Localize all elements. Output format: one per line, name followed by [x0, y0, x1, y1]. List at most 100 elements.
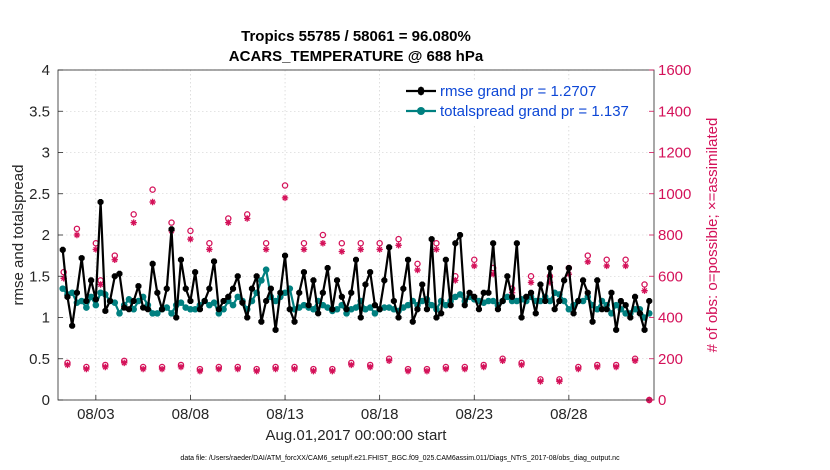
obs-possible-point	[603, 256, 610, 263]
totalspread-point	[83, 304, 90, 311]
rmse-point	[343, 306, 350, 313]
obs-assimilated-point	[338, 248, 346, 255]
obs-assimilated-point	[73, 231, 81, 239]
totalspread-point	[177, 299, 185, 306]
rmse-point	[551, 306, 558, 313]
totalspread-point	[262, 266, 270, 273]
rmse-point	[215, 306, 222, 313]
y2-tick-label: 1600	[658, 62, 691, 79]
y-tick-label: 2	[42, 227, 50, 244]
rmse-point	[428, 236, 435, 243]
rmse-point	[239, 299, 246, 306]
x-tick-label: 08/28	[550, 406, 588, 423]
totalspread-point	[546, 297, 554, 305]
obs-possible-point	[338, 239, 346, 247]
obs-assimilated-point	[489, 270, 497, 278]
rmse-point	[121, 304, 128, 311]
totalspread-point	[333, 305, 341, 313]
rmse-point	[405, 256, 412, 263]
rmse-point	[277, 289, 284, 296]
rmse-point	[135, 283, 142, 290]
totalspread-point	[404, 301, 412, 309]
totalspread-point	[612, 301, 620, 309]
rmse-point	[182, 285, 189, 292]
obs-assimilated-point	[423, 367, 431, 375]
obs-possible-point	[527, 272, 535, 280]
rmse-point	[220, 298, 227, 304]
obs-possible-point	[319, 231, 327, 239]
totalspread-point	[272, 297, 279, 305]
obs-possible-point	[187, 227, 194, 235]
rmse-point	[475, 306, 482, 313]
rmse-point	[234, 273, 241, 280]
rmse-point	[97, 199, 104, 205]
obs-possible-point	[281, 182, 289, 189]
totalspread-point	[234, 293, 242, 301]
totalspread-point	[258, 277, 265, 284]
rmse-point	[381, 277, 388, 284]
obs-assimilated-point	[641, 287, 648, 294]
totalspread-point	[366, 304, 374, 311]
totalspread-point	[442, 301, 450, 309]
rmse-point	[305, 302, 312, 309]
x-tick-label: 08/03	[77, 406, 115, 423]
rmse-point	[92, 296, 99, 303]
obs-assimilated-point	[130, 219, 137, 226]
rmse-point	[570, 310, 577, 317]
totalspread-point	[78, 297, 85, 305]
obs-assimilated-point	[158, 365, 166, 373]
rmse-point	[494, 306, 501, 313]
rmse-point	[144, 306, 151, 313]
rmse-point	[400, 285, 407, 292]
rmse-point	[272, 326, 279, 333]
obs-assimilated-point	[329, 367, 336, 375]
rmse-point	[187, 298, 194, 304]
y2-axis-label: # of obs: o=possible; ×=assimilated	[704, 118, 721, 353]
rmse-point	[338, 293, 345, 300]
y2-tick-label: 1000	[658, 186, 691, 203]
obs-assimilated-point	[121, 359, 128, 367]
legend-spread-marker	[417, 107, 425, 115]
rmse-point	[69, 322, 76, 329]
rmse-point	[485, 289, 492, 296]
y2-tick-label: 400	[658, 310, 683, 327]
obs-assimilated-point	[631, 357, 639, 365]
totalspread-point	[210, 299, 218, 306]
data-file-footer: data file: /Users/raeder/DAI/ATM_forcXX/…	[180, 455, 620, 462]
rmse-point	[258, 318, 265, 325]
y2-tick-label: 600	[658, 268, 683, 285]
rmse-point	[286, 306, 293, 313]
rmse-point	[499, 298, 506, 304]
rmse-point	[73, 289, 80, 296]
rmse-point	[480, 289, 487, 296]
rmse-point	[509, 293, 516, 300]
obs-assimilated-point	[480, 363, 487, 371]
rmse-point	[315, 310, 322, 317]
chart-title-line1: Tropics 55785 / 58061 = 96.080%	[241, 28, 471, 45]
obs-possible-point	[168, 219, 175, 226]
rmse-point	[584, 289, 591, 296]
obs-assimilated-point	[442, 365, 450, 373]
rmse-point	[173, 314, 180, 321]
obs-assimilated-point	[612, 363, 620, 371]
obs-assimilated-point	[603, 262, 610, 270]
obs-possible-point	[641, 281, 648, 288]
obs-assimilated-point	[461, 365, 468, 373]
totalspread-point	[87, 293, 95, 301]
rmse-point	[116, 270, 123, 277]
rmse-point	[244, 314, 251, 321]
rmse-point	[206, 285, 213, 292]
rmse-point	[263, 298, 270, 304]
obs-possible-point	[622, 256, 629, 263]
obs-assimilated-point	[60, 275, 67, 282]
y2-tick-label: 1200	[658, 145, 691, 162]
obs-assimilated-point	[111, 256, 118, 263]
rmse-point	[64, 293, 71, 300]
rmse-point	[613, 326, 620, 333]
y-axis-label: rmse and totalspread	[10, 165, 27, 306]
obs-assimilated-point	[584, 258, 591, 266]
obs-assimilated-point	[92, 246, 100, 253]
totalspread-point	[135, 297, 142, 305]
totalspread-point	[59, 285, 67, 292]
